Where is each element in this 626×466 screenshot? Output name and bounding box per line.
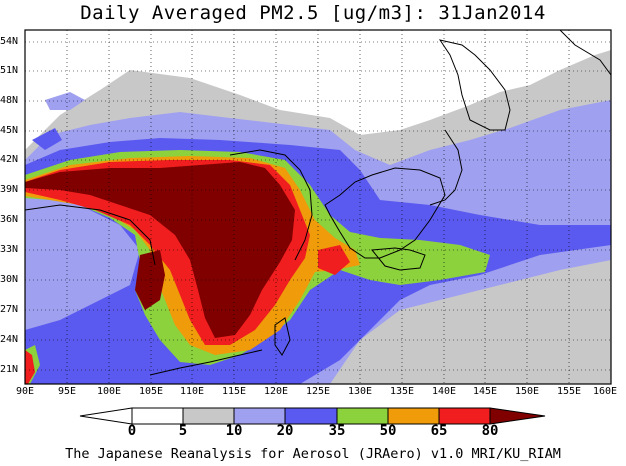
lon-label: 130E (347, 386, 373, 397)
colorbar (79, 407, 546, 425)
lat-label: 42N (0, 154, 19, 165)
colorbar-label: 5 (178, 423, 188, 439)
pm-contour-20-nw (32, 128, 62, 150)
lat-label: 33N (0, 244, 19, 255)
map-grid (25, 30, 611, 384)
colorbar-bin-35-50 (336, 407, 389, 425)
lat-label: 39N (0, 184, 19, 195)
lat-label: 21N (0, 364, 19, 375)
lon-label: 120E (263, 386, 289, 397)
colorbar-bin-10-20 (233, 407, 286, 425)
lat-label: 36N (0, 214, 19, 225)
colorbar-bin-20-35 (284, 407, 338, 425)
lon-label: 150E (514, 386, 540, 397)
lon-label: 90E (15, 386, 35, 397)
lon-label: 160E (592, 386, 618, 397)
lon-label: 115E (221, 386, 247, 397)
lon-label: 125E (305, 386, 331, 397)
colorbar-arrow-right (489, 407, 546, 425)
lon-label: 95E (57, 386, 77, 397)
lat-label: 24N (0, 334, 19, 345)
colorbar-arrow-left (79, 407, 133, 425)
lat-label: 48N (0, 95, 19, 106)
map-title: Daily Averaged PM2.5 [ug/m3]: 31Jan2014 (80, 2, 546, 24)
lat-label: 51N (0, 65, 19, 76)
lat-label: 54N (0, 36, 19, 47)
lon-label: 135E (389, 386, 415, 397)
colorbar-label: 80 (481, 423, 499, 439)
colorbar-label: 0 (127, 423, 137, 439)
lon-label: 100E (96, 386, 122, 397)
lat-label: 27N (0, 304, 19, 315)
lon-label: 145E (472, 386, 498, 397)
lon-label: 110E (179, 386, 205, 397)
colorbar-bin-50-65 (387, 407, 440, 425)
map-frame (24, 29, 612, 385)
colorbar-bin-0-5 (131, 407, 184, 425)
lat-label: 30N (0, 274, 19, 285)
colorbar-label: 65 (430, 423, 448, 439)
lon-label: 155E (556, 386, 582, 397)
lat-label: 45N (0, 125, 19, 136)
colorbar-bin-65-80 (438, 407, 491, 425)
colorbar-label: 20 (276, 423, 294, 439)
lon-label: 140E (431, 386, 457, 397)
pm-contour-65-east (318, 245, 350, 275)
pm-contour-65-sw (25, 350, 35, 384)
colorbar-label: 10 (225, 423, 243, 439)
lon-label: 105E (138, 386, 164, 397)
footer-credit: The Japanese Reanalysis for Aerosol (JRA… (65, 446, 561, 462)
colorbar-bin-5-10 (182, 407, 235, 425)
colorbar-label: 35 (328, 423, 346, 439)
coastlines (25, 30, 611, 376)
colorbar-label: 50 (379, 423, 397, 439)
pm-contour-80 (25, 162, 295, 338)
